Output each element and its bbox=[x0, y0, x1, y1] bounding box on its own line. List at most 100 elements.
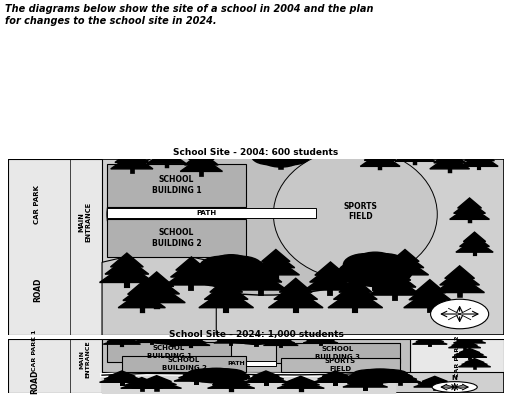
Bar bbox=[8, 339, 102, 393]
Circle shape bbox=[197, 368, 236, 378]
Polygon shape bbox=[313, 375, 358, 382]
Polygon shape bbox=[109, 371, 135, 376]
Polygon shape bbox=[391, 249, 419, 262]
Polygon shape bbox=[240, 266, 282, 282]
Text: SCHOOL
BUILDING 2: SCHOOL BUILDING 2 bbox=[162, 357, 206, 371]
Polygon shape bbox=[454, 337, 486, 343]
Polygon shape bbox=[141, 333, 162, 337]
Circle shape bbox=[353, 370, 390, 378]
Polygon shape bbox=[170, 261, 212, 277]
Polygon shape bbox=[414, 380, 456, 387]
Polygon shape bbox=[103, 338, 140, 344]
Polygon shape bbox=[465, 358, 484, 362]
Circle shape bbox=[356, 372, 404, 383]
Polygon shape bbox=[458, 361, 490, 367]
Circle shape bbox=[370, 370, 407, 378]
Circle shape bbox=[199, 256, 243, 278]
Polygon shape bbox=[180, 336, 203, 340]
Polygon shape bbox=[248, 373, 284, 379]
Circle shape bbox=[241, 333, 271, 340]
Text: MAIN
ENTRANCE: MAIN ENTRANCE bbox=[79, 341, 90, 378]
Text: CAR PARK: CAR PARK bbox=[34, 185, 40, 224]
Polygon shape bbox=[177, 337, 206, 343]
Text: The diagrams below show the site of a school in 2004 and the plan
for changes to: The diagrams below show the site of a sc… bbox=[5, 4, 374, 25]
Polygon shape bbox=[450, 205, 489, 220]
Circle shape bbox=[248, 333, 278, 341]
Polygon shape bbox=[322, 371, 349, 376]
Polygon shape bbox=[310, 334, 331, 338]
Polygon shape bbox=[456, 239, 493, 252]
Polygon shape bbox=[217, 335, 245, 341]
Circle shape bbox=[271, 141, 306, 158]
Polygon shape bbox=[174, 374, 219, 381]
Polygon shape bbox=[212, 378, 250, 385]
Polygon shape bbox=[207, 380, 255, 388]
Circle shape bbox=[374, 373, 412, 382]
Bar bbox=[122, 356, 246, 372]
Circle shape bbox=[361, 369, 399, 378]
Text: SCHOOL
BUILDING 1: SCHOOL BUILDING 1 bbox=[146, 345, 191, 359]
Circle shape bbox=[219, 256, 263, 278]
Polygon shape bbox=[458, 198, 481, 208]
Circle shape bbox=[251, 336, 282, 343]
Polygon shape bbox=[386, 253, 424, 268]
Polygon shape bbox=[127, 282, 156, 294]
Polygon shape bbox=[434, 151, 465, 163]
Circle shape bbox=[364, 254, 407, 276]
Polygon shape bbox=[257, 253, 295, 268]
Polygon shape bbox=[333, 283, 377, 299]
Text: SCHOOL
BUILDING 1: SCHOOL BUILDING 1 bbox=[152, 175, 201, 195]
Polygon shape bbox=[328, 288, 382, 308]
Polygon shape bbox=[244, 375, 288, 382]
Bar bbox=[107, 220, 246, 257]
Polygon shape bbox=[452, 351, 487, 357]
Polygon shape bbox=[140, 272, 174, 286]
Text: School Site - 2024: 1,000 students: School Site - 2024: 1,000 students bbox=[168, 330, 344, 339]
Text: N: N bbox=[457, 291, 462, 297]
Polygon shape bbox=[459, 349, 480, 353]
Circle shape bbox=[275, 147, 310, 165]
Circle shape bbox=[183, 372, 223, 382]
Polygon shape bbox=[111, 335, 133, 339]
Polygon shape bbox=[183, 370, 210, 375]
Bar bbox=[107, 342, 231, 362]
Polygon shape bbox=[128, 282, 185, 303]
Bar bbox=[8, 159, 102, 335]
Circle shape bbox=[224, 264, 268, 286]
Polygon shape bbox=[364, 148, 396, 160]
Polygon shape bbox=[416, 337, 444, 342]
Polygon shape bbox=[176, 257, 207, 270]
Polygon shape bbox=[388, 372, 413, 377]
Polygon shape bbox=[383, 373, 417, 379]
Text: PATH: PATH bbox=[196, 210, 217, 216]
Polygon shape bbox=[282, 378, 319, 385]
Polygon shape bbox=[115, 150, 148, 162]
Polygon shape bbox=[343, 380, 388, 387]
Polygon shape bbox=[418, 378, 452, 384]
Polygon shape bbox=[317, 373, 353, 379]
Polygon shape bbox=[404, 289, 456, 308]
Polygon shape bbox=[414, 279, 445, 293]
Circle shape bbox=[263, 140, 298, 157]
Polygon shape bbox=[180, 156, 223, 172]
Circle shape bbox=[237, 335, 275, 344]
Polygon shape bbox=[307, 335, 334, 341]
Circle shape bbox=[156, 333, 187, 340]
Polygon shape bbox=[245, 262, 276, 275]
Polygon shape bbox=[339, 278, 372, 292]
Polygon shape bbox=[468, 146, 490, 156]
Text: CAR PARK 2: CAR PARK 2 bbox=[455, 335, 460, 377]
Polygon shape bbox=[457, 336, 482, 341]
Bar bbox=[197, 361, 276, 366]
Text: ROAD: ROAD bbox=[31, 370, 39, 395]
Polygon shape bbox=[134, 277, 180, 294]
Polygon shape bbox=[121, 381, 163, 388]
Text: ROAD: ROAD bbox=[33, 278, 42, 302]
Polygon shape bbox=[217, 376, 245, 382]
Circle shape bbox=[347, 258, 403, 287]
Polygon shape bbox=[214, 337, 248, 343]
Bar bbox=[410, 339, 504, 372]
Text: SCHOOL
BUILDING 2: SCHOOL BUILDING 2 bbox=[152, 228, 201, 249]
Polygon shape bbox=[456, 350, 483, 355]
Text: CAR PARK 1: CAR PARK 1 bbox=[32, 330, 37, 371]
